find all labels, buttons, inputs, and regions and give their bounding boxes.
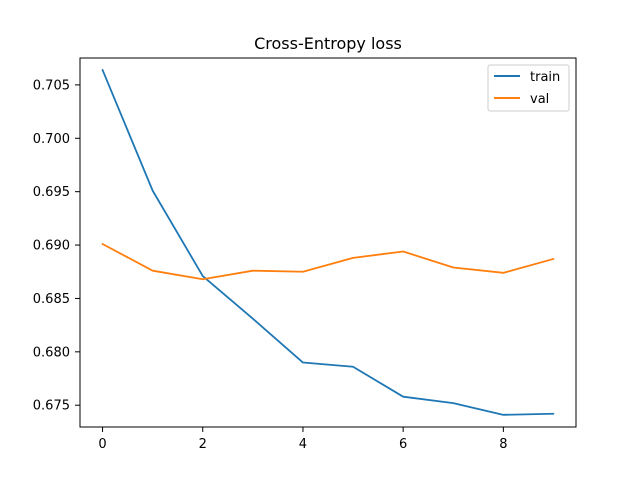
y-tick-label: 0.695 bbox=[33, 185, 70, 200]
legend: train val bbox=[487, 64, 570, 112]
x-tick-label: 0 bbox=[98, 437, 106, 452]
y-tick-label: 0.685 bbox=[33, 292, 70, 307]
x-axis: 0 2 4 6 8 bbox=[98, 427, 507, 452]
plot-area-frame bbox=[79, 57, 577, 428]
x-tick-label: 4 bbox=[299, 437, 307, 452]
x-tick-label: 2 bbox=[199, 437, 207, 452]
y-tick-label: 0.690 bbox=[33, 239, 70, 254]
x-tick-label: 8 bbox=[499, 437, 507, 452]
x-tick-label: 6 bbox=[399, 437, 407, 452]
series-line-val bbox=[101, 243, 555, 281]
y-axis: 0.675 0.680 0.685 0.690 0.695 0.700 0.705 bbox=[33, 78, 80, 414]
y-tick-label: 0.680 bbox=[33, 345, 70, 360]
y-tick-label: 0.675 bbox=[33, 399, 70, 414]
series-layer bbox=[101, 69, 555, 416]
y-tick-label: 0.700 bbox=[33, 132, 70, 147]
legend-label-train: train bbox=[530, 70, 560, 85]
series-line-train bbox=[101, 69, 555, 416]
chart-title: Cross-Entropy loss bbox=[254, 34, 402, 53]
legend-label-val: val bbox=[530, 92, 549, 107]
y-tick-label: 0.705 bbox=[33, 78, 70, 93]
